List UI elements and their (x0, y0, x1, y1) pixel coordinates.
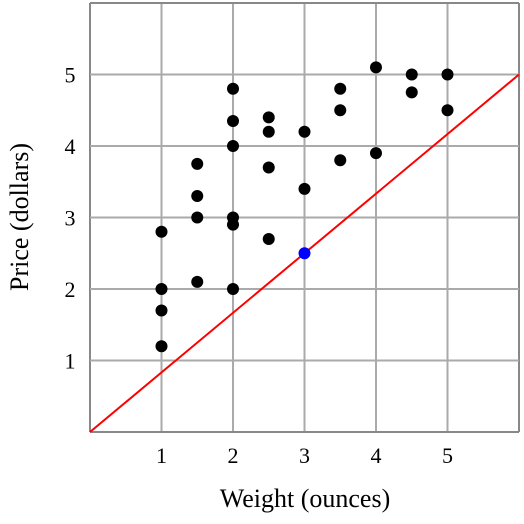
data-point (441, 104, 454, 117)
data-point (298, 125, 311, 138)
data-point (262, 125, 275, 138)
data-point (334, 104, 347, 117)
data-point (405, 68, 418, 81)
data-point (334, 154, 347, 167)
grid-lines (89, 2, 520, 433)
x-tick-labels: 1 2 3 4 5 (156, 443, 453, 468)
data-point (334, 82, 347, 95)
y-tick-labels: 1 2 3 4 5 (65, 63, 76, 374)
y-tick-label: 4 (65, 134, 76, 159)
data-point (155, 225, 168, 238)
data-point (298, 182, 311, 195)
highlight-point (298, 247, 311, 260)
data-point (155, 340, 168, 353)
data-point (191, 275, 204, 288)
data-point (155, 304, 168, 317)
y-tick-label: 1 (65, 349, 76, 374)
x-tick-label: 4 (371, 443, 382, 468)
x-tick-label: 3 (299, 443, 310, 468)
data-point (227, 140, 239, 152)
data-point (227, 218, 239, 231)
data-point (227, 114, 239, 127)
y-axis-label: Price (dollars) (5, 143, 34, 291)
data-point (405, 86, 418, 99)
data-point (191, 211, 204, 224)
x-tick-label: 1 (156, 443, 167, 468)
data-point (370, 61, 382, 74)
x-tick-label: 5 (442, 443, 453, 468)
data-point (191, 157, 204, 170)
data-point (262, 111, 275, 124)
data-point (155, 283, 168, 295)
y-tick-label: 3 (65, 206, 76, 231)
data-point (227, 283, 239, 295)
data-point (441, 68, 454, 81)
x-axis-label: Weight (ounces) (220, 484, 390, 513)
y-tick-label: 2 (65, 277, 76, 302)
x-tick-label: 2 (228, 443, 239, 468)
data-point (262, 232, 275, 245)
data-point (370, 147, 382, 160)
y-tick-label: 5 (65, 63, 76, 88)
data-points (155, 61, 454, 353)
data-point (262, 161, 275, 174)
data-point (191, 190, 204, 203)
data-point (227, 82, 239, 95)
